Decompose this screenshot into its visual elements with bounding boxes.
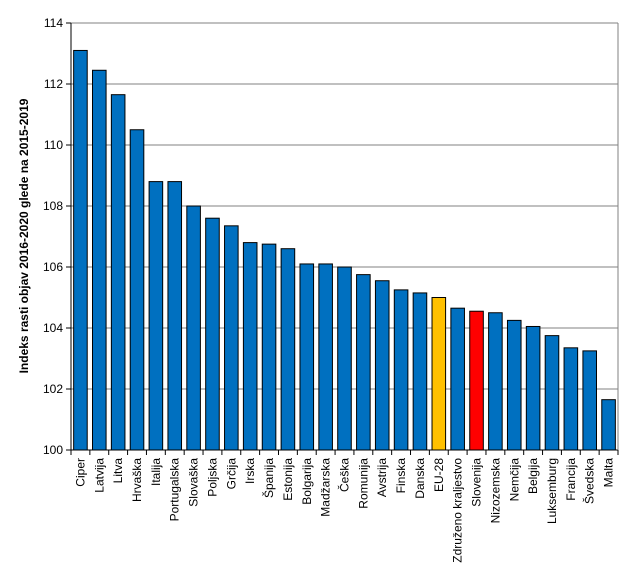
x-tick-label: Bolgarija [300, 458, 314, 505]
bar [374, 280, 390, 451]
x-tick-label: Švedska [582, 458, 597, 504]
x-tick-label: Slovaška [187, 458, 201, 507]
x-tick-label: Belgija [526, 458, 540, 494]
x-tick-label: Finska [394, 458, 408, 494]
x-tick-label: Hrvaška [130, 458, 144, 502]
y-tick-label: 110 [44, 138, 63, 152]
x-tick-label: Latvija [92, 458, 106, 493]
x-tick-label: Madžarska [319, 458, 333, 517]
bar [412, 292, 428, 451]
bar [318, 263, 333, 451]
x-tick-label: Estonija [281, 458, 295, 501]
x-tick-label: Nemčija [507, 458, 521, 502]
x-tick-label: Nizozemska [488, 458, 502, 524]
bar [242, 242, 258, 451]
bar [469, 310, 484, 451]
bar [261, 243, 277, 451]
bar [299, 263, 315, 451]
x-tick-label: EU-28 [432, 458, 446, 492]
bar [544, 335, 560, 451]
x-tick-label: Avstrija [375, 458, 389, 497]
x-tick-label: Malta [602, 458, 616, 488]
bar [186, 205, 201, 451]
x-tick-label: Slovenija [470, 458, 484, 507]
bar [280, 248, 296, 451]
y-tick-label: 100 [43, 443, 63, 457]
bar [601, 399, 616, 451]
bar [525, 325, 541, 451]
x-tick-label: Danska [413, 458, 427, 499]
bar [582, 350, 597, 451]
x-tick-label: Španija [261, 458, 276, 498]
x-tick-label: Češka [337, 458, 352, 492]
bar [450, 307, 465, 451]
y-tick-label: 104 [43, 321, 63, 335]
bar [506, 319, 522, 451]
x-tick-label: Francija [564, 458, 578, 501]
x-tick-label: Združeno kraljestvo [451, 458, 465, 563]
bar [92, 69, 107, 451]
bar [356, 274, 371, 451]
bar [205, 217, 220, 451]
bar [393, 289, 409, 451]
bars-group [73, 49, 616, 451]
y-tick-labels: 100 102 104 106 108 110 112 114 [43, 16, 63, 457]
x-tick-label: Poljska [205, 458, 219, 497]
y-tick-label: 102 [43, 382, 63, 396]
x-tick-label: Ciper [73, 458, 87, 487]
x-tick-label: Romunija [356, 458, 370, 509]
x-tick-label: Irska [243, 458, 257, 484]
x-tick-label: Portugalska [168, 458, 182, 522]
bar [337, 266, 352, 451]
bar [488, 312, 503, 451]
bar [129, 129, 145, 451]
x-tick-labels: Ciper Latvija Litva Hrvaška Italija Portugals… [70, 450, 619, 563]
bar [431, 297, 447, 451]
x-tick-label: Litva [111, 458, 125, 484]
bar [167, 181, 183, 451]
y-tick-label: 106 [43, 260, 63, 274]
bar [563, 347, 579, 451]
bar [148, 181, 164, 451]
y-tick-label: 108 [43, 199, 63, 213]
x-tick-label: Grčija [224, 458, 238, 490]
y-tick-label: 114 [44, 16, 63, 30]
x-tick-label: Luksemburg [545, 458, 559, 524]
y-axis-label: Indeks rasti objav 2016-2020 glede na 20… [17, 98, 31, 373]
bar [224, 225, 239, 451]
x-tick-label: Italija [149, 458, 163, 486]
bar [73, 49, 88, 451]
bar [110, 94, 126, 451]
y-tick-label: 112 [44, 77, 63, 91]
